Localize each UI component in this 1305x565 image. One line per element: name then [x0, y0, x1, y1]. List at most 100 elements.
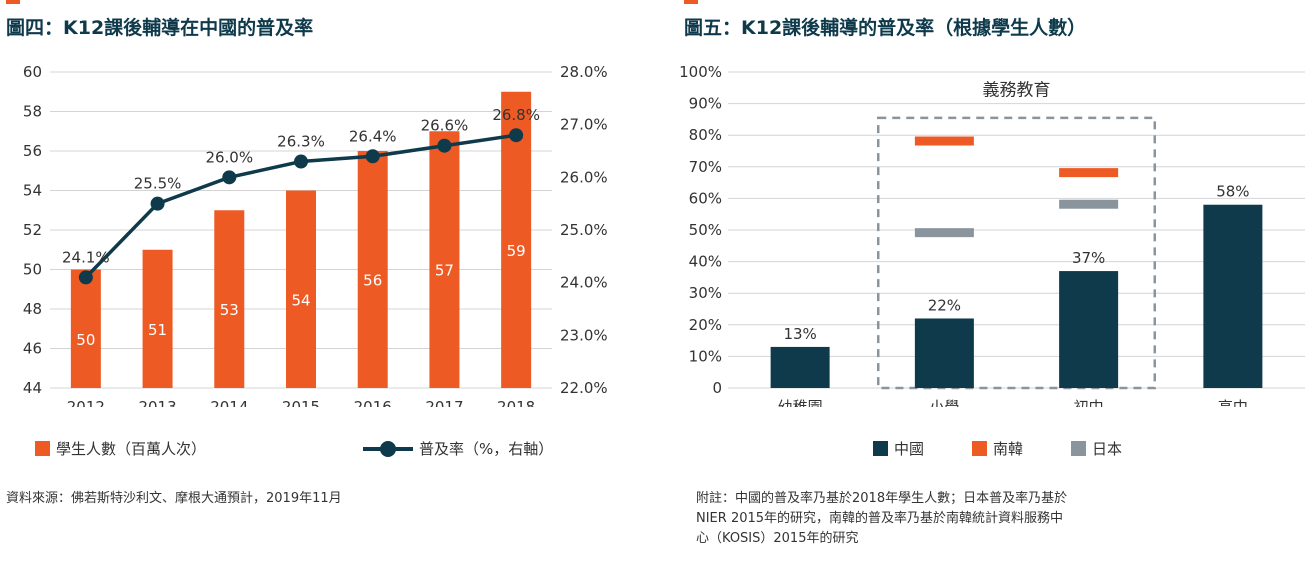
x-tick-label: 2018 — [497, 398, 535, 407]
rate-point — [294, 154, 308, 169]
compulsory-education-box — [877, 116, 1156, 390]
bar-value-label: 37% — [1072, 249, 1105, 267]
legend-item-korea: 南韓 — [972, 438, 1023, 459]
rate-point — [509, 128, 524, 143]
y2-tick-label: 22.0% — [560, 379, 608, 397]
legend-swatch-orange — [972, 441, 987, 456]
x-tick-label: 小學 — [929, 398, 959, 407]
legend-label-rate: 普及率（%，右軸） — [419, 440, 554, 458]
chart-title: 圖五：K12課後輔導的普及率（根據學生人數） — [684, 17, 1087, 39]
bar — [286, 190, 316, 388]
legend-swatch-orange — [35, 441, 50, 456]
marker-korea — [1059, 168, 1119, 178]
x-tick-label: 2012 — [67, 398, 105, 407]
y-tick-label: 100% — [679, 63, 722, 81]
rate-value-label: 26.3% — [277, 133, 325, 151]
bar — [429, 131, 460, 388]
y-tick-label: 10% — [689, 347, 722, 365]
bar-value-label: 53 — [220, 301, 239, 319]
x-tick-label: 2013 — [138, 398, 176, 407]
rate-value-label: 24.1% — [62, 248, 110, 266]
rate-point — [78, 270, 93, 285]
bar-value-label: 13% — [783, 325, 816, 343]
source-note: 資料來源：佛若斯特沙利文、摩根大通預計，2019年11月 — [6, 491, 342, 506]
x-tick-label: 2016 — [354, 398, 392, 407]
bar-value-label: 51 — [148, 321, 167, 339]
y-tick-label: 46 — [23, 340, 42, 358]
x-tick-label: 2014 — [210, 398, 248, 407]
y-tick-label: 60% — [689, 189, 722, 207]
bar-value-label: 59 — [507, 242, 526, 260]
legend-item-china: 中國 — [873, 438, 924, 459]
legend-label-korea: 南韓 — [993, 440, 1024, 458]
bar-value-label: 58% — [1216, 183, 1249, 201]
bar-china — [1059, 271, 1119, 388]
legend-label-students: 學生人數（百萬人次） — [56, 440, 207, 458]
compulsory-education-label: 義務教育 — [983, 81, 1051, 101]
x-tick-label: 幼稚園 — [778, 398, 823, 407]
rate-point — [365, 149, 380, 164]
right-chart-panel: 圖五：K12課後輔導的普及率（根據學生人數） 0 10% 20% 30% 40% 50% 6… — [678, 0, 1305, 565]
y2-tick-label: 25.0% — [560, 221, 608, 239]
bar-value-label: 54 — [291, 291, 310, 309]
y2-tick-label: 24.0% — [560, 274, 608, 292]
x-tick-label: 2017 — [425, 398, 463, 407]
legend-label-japan: 日本 — [1092, 440, 1123, 458]
rate-value-label: 26.0% — [205, 148, 253, 166]
y-tick-label: 48 — [23, 300, 42, 318]
y-tick-label: 52 — [23, 221, 42, 239]
bar-value-label: 50 — [76, 331, 95, 349]
rate-point — [150, 196, 165, 211]
footnote: 附註：中國的普及率乃基於2018年學生人數；日本普及率乃基於 NIER 2015… — [696, 489, 1067, 549]
rate-value-label: 25.5% — [134, 175, 182, 193]
marker-japan — [914, 228, 974, 238]
penetration-by-grade-chart: 0 10% 20% 30% 40% 50% 60% 70% 80% 90% 100% 義務教育 13% 2… — [679, 63, 1305, 407]
y-tick-label: 54 — [23, 182, 42, 200]
legend-swatch-navy — [873, 441, 888, 456]
y2-tick-label: 27.0% — [560, 116, 608, 134]
rate-value-label: 26.6% — [421, 117, 469, 135]
footnote-line: 附註：中國的普及率乃基於2018年學生人數；日本普及率乃基於 — [696, 491, 1068, 506]
rate-point — [437, 138, 452, 153]
legend-swatch-line — [363, 440, 413, 457]
title-accent — [6, 0, 20, 4]
y-tick-label: 44 — [23, 379, 42, 397]
bar-value-label: 57 — [435, 262, 454, 280]
bar-china — [770, 346, 830, 388]
y-tick-label: 80% — [689, 126, 722, 144]
bar — [70, 269, 101, 388]
y-tick-label: 90% — [689, 95, 722, 113]
rate-value-label: 26.4% — [349, 127, 397, 145]
bar — [214, 210, 245, 388]
left-chart-panel: 圖四：K12課後輔導在中國的普及率 44 46 48 50 52 54 56 58 60 22.0… — [0, 0, 630, 565]
legend-label-china: 中國 — [894, 440, 925, 458]
y-tick-label: 70% — [689, 158, 722, 176]
rate-point — [222, 170, 237, 185]
legend-item-japan: 日本 — [1071, 438, 1122, 459]
y-tick-label: 58 — [23, 103, 42, 121]
bar — [357, 151, 388, 388]
y-tick-label: 0 — [712, 379, 722, 397]
y-tick-label: 50 — [23, 261, 42, 279]
student-and-rate-chart: 44 46 48 50 52 54 56 58 60 22.0% 23.0% 24.0% 25.0% 26… — [23, 63, 608, 407]
x-tick-label: 初中 — [1074, 398, 1104, 407]
chart-title: 圖四：K12課後輔導在中國的普及率 — [6, 17, 314, 39]
y-tick-label: 56 — [23, 142, 42, 160]
y2-tick-label: 28.0% — [560, 63, 608, 81]
y2-tick-label: 26.0% — [560, 168, 608, 186]
y-tick-label: 60 — [23, 63, 42, 81]
footnote-line: 心（KOSIS）2015年的研究 — [696, 531, 859, 546]
bar-value-label: 56 — [363, 272, 382, 290]
bar-china — [914, 318, 974, 388]
legend-swatch-gray — [1071, 441, 1086, 456]
y-tick-label: 20% — [689, 316, 722, 334]
y2-tick-label: 23.0% — [560, 326, 608, 344]
footnote-line: NIER 2015年的研究，南韓的普及率乃基於南韓統計資料服務中 — [696, 511, 1064, 526]
legend-item-students: 學生人數（百萬人次） — [35, 438, 206, 459]
x-tick-label: 高中 — [1218, 398, 1248, 407]
title-accent — [684, 0, 698, 4]
rate-value-label: 26.8% — [492, 106, 540, 124]
x-tick-label: 2015 — [282, 398, 320, 407]
y-tick-label: 40% — [689, 253, 722, 271]
marker-korea — [914, 136, 974, 146]
